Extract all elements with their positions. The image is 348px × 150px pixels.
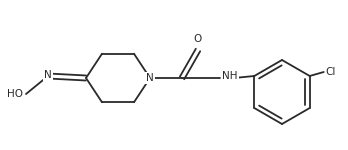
Text: HO: HO bbox=[7, 89, 23, 99]
Text: NH: NH bbox=[222, 71, 237, 81]
Text: N: N bbox=[44, 70, 52, 80]
Text: N: N bbox=[146, 73, 154, 83]
Text: Cl: Cl bbox=[326, 67, 336, 77]
Text: O: O bbox=[194, 34, 202, 44]
